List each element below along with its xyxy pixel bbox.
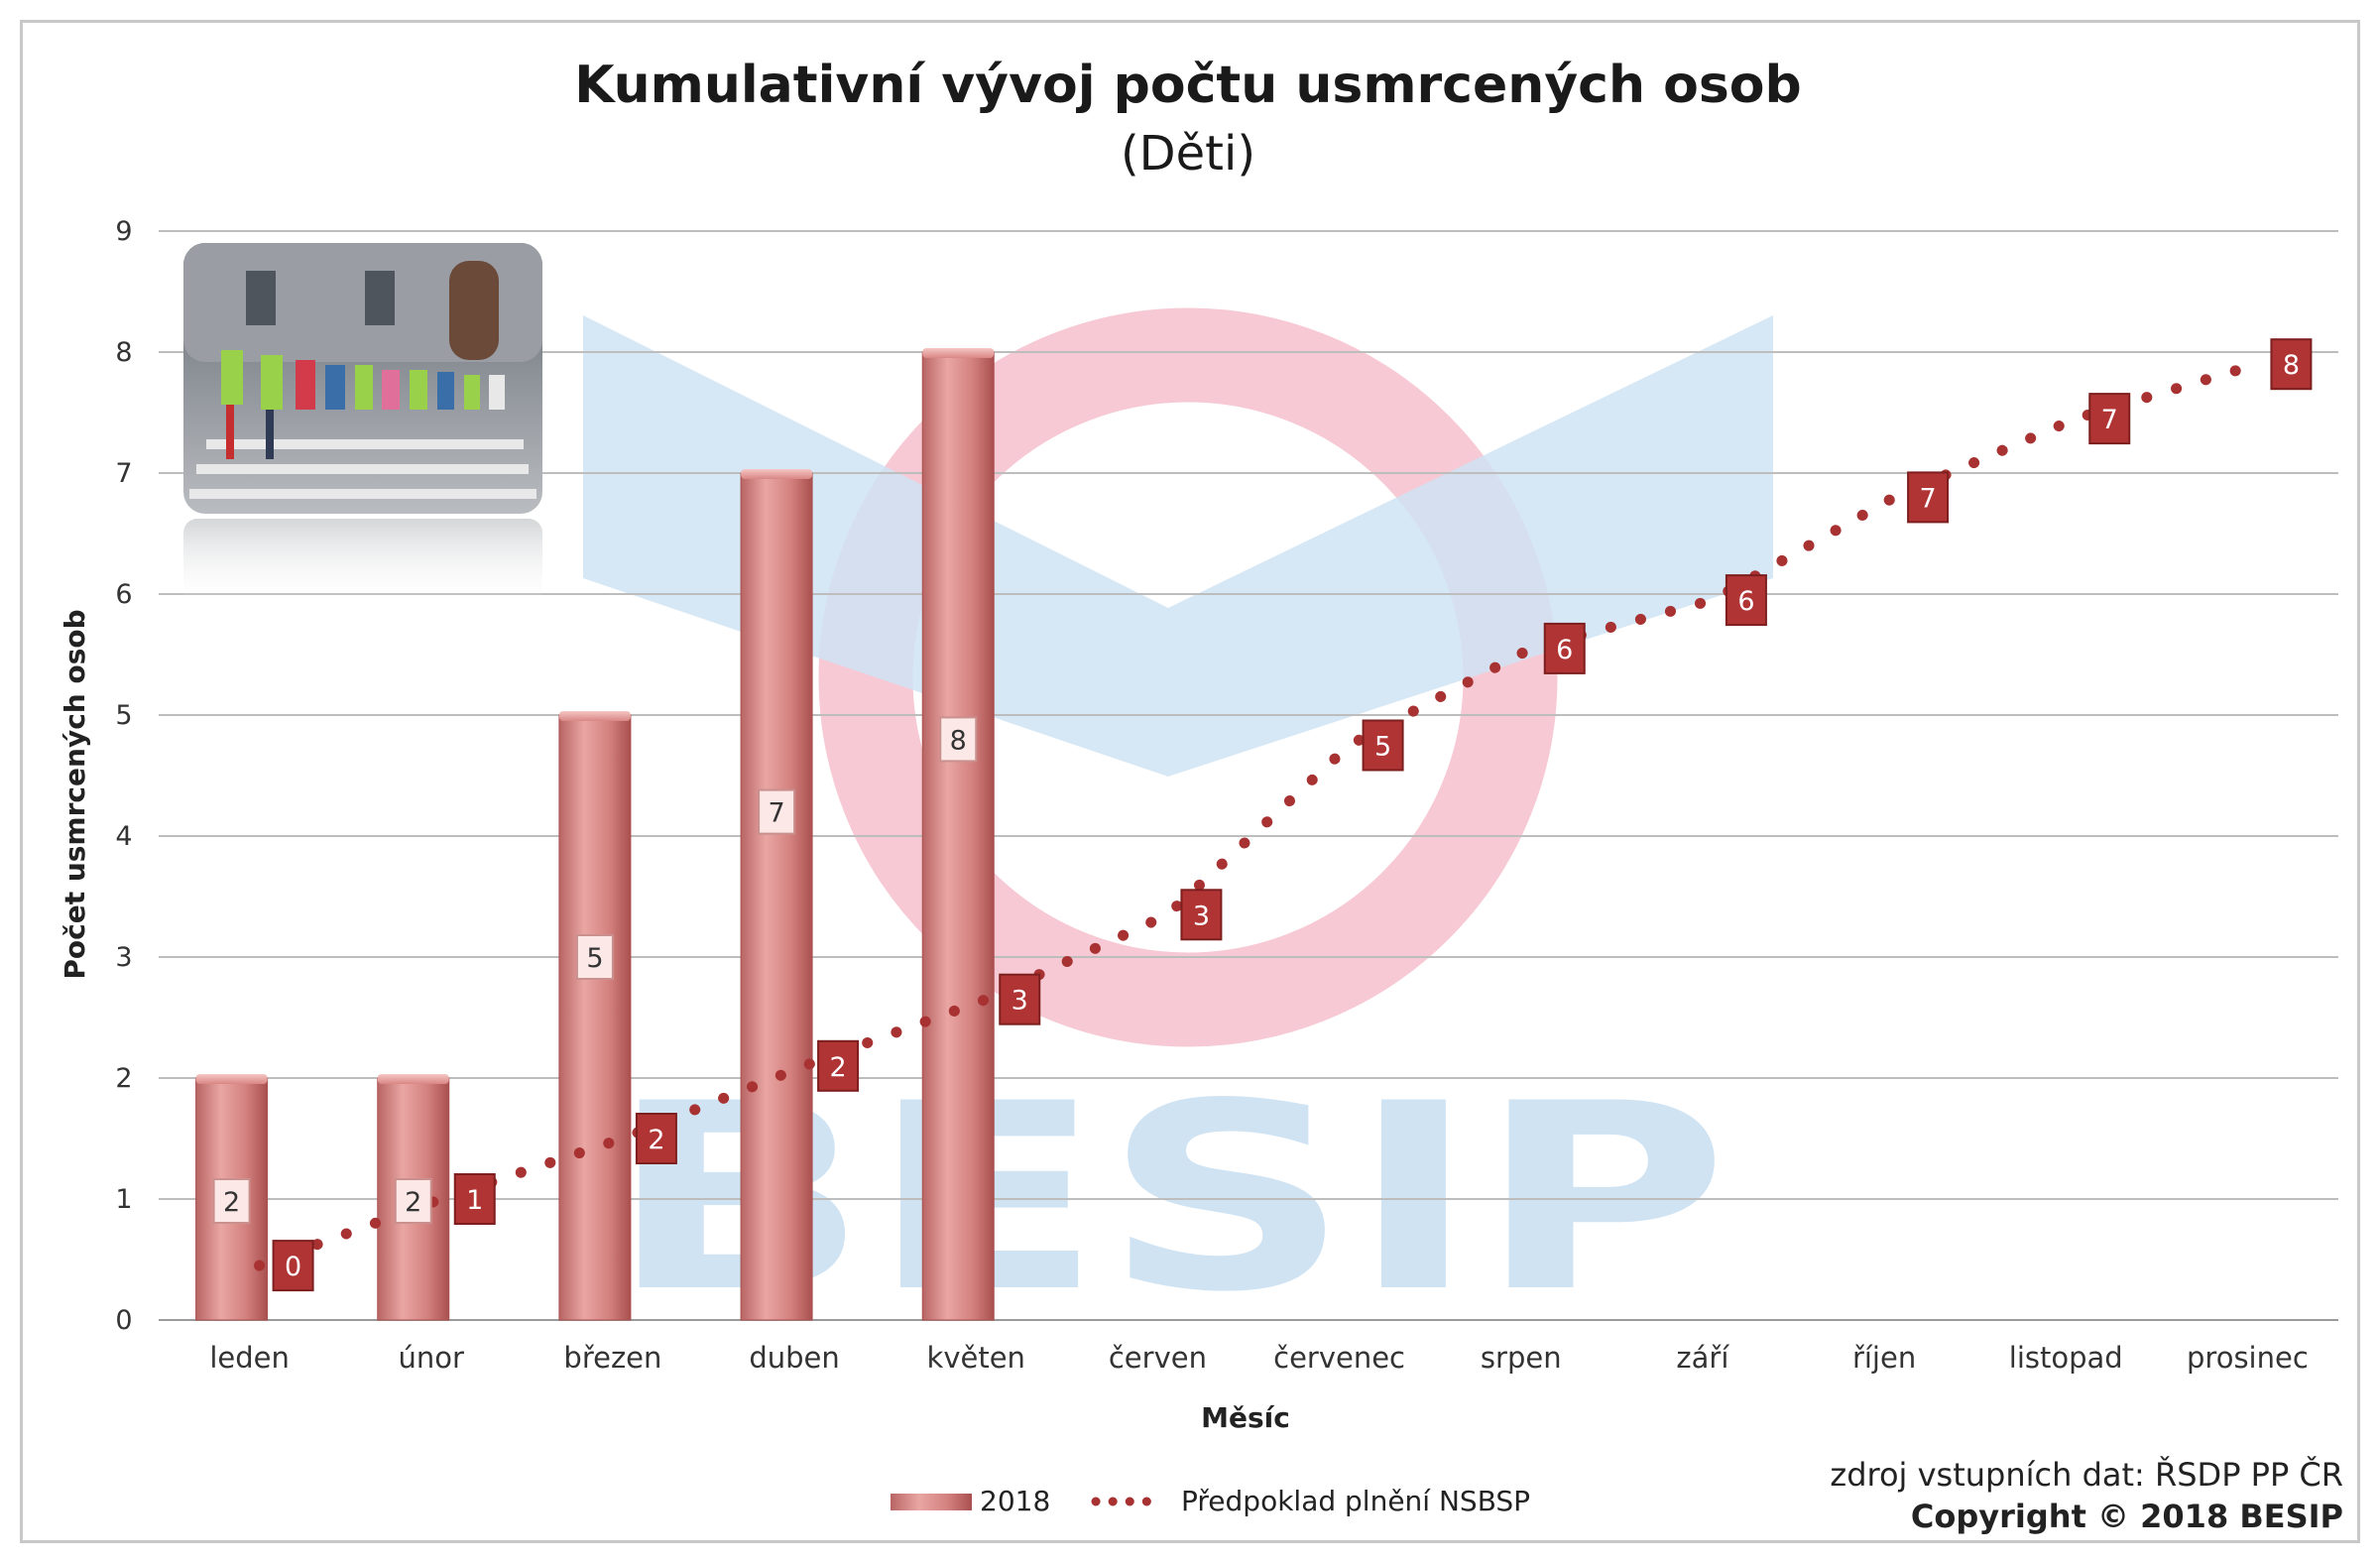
- bar-cap: [558, 711, 631, 721]
- line-label-box: [2270, 338, 2313, 391]
- line-label-box: [999, 973, 1041, 1025]
- photo-window: [246, 271, 276, 325]
- x-category-label: listopad: [2009, 1341, 2123, 1375]
- bar-cap: [195, 1074, 268, 1084]
- data-source: zdroj vstupních dat: ŘSDP PP ČR: [1830, 1455, 2343, 1494]
- photo-window: [365, 271, 395, 325]
- bar-data-label: 8: [950, 725, 967, 756]
- line-data-labels: 0 1 2 2 3 3 5 6 6 7 7 8: [272, 338, 2313, 1292]
- legend-line-label: Předpoklad plnění NSBSP: [1181, 1485, 1530, 1517]
- watermark-chevron: [583, 315, 1773, 777]
- line-label-box: [1180, 889, 1223, 941]
- line-data-label: 8: [2283, 350, 2300, 381]
- line-data-label: 7: [2101, 405, 2118, 435]
- chart-subtitle: (Děti): [1121, 126, 1255, 181]
- line-data-label: 0: [285, 1252, 301, 1282]
- bar: [921, 351, 995, 1321]
- line-data-label: 7: [1919, 483, 1936, 514]
- x-category-label: únor: [399, 1341, 465, 1375]
- y-tick-label: 3: [115, 942, 132, 973]
- y-tick-label: 0: [115, 1305, 132, 1336]
- bar-data-label: 7: [768, 798, 784, 829]
- line-label-box: [817, 1039, 860, 1092]
- photo-children: [221, 350, 505, 459]
- x-category-label: květen: [927, 1341, 1025, 1375]
- line-label-box: [635, 1113, 677, 1164]
- bars-2018: [195, 348, 995, 1321]
- line-label-box: [1725, 574, 1767, 627]
- line-label-box: [1543, 622, 1586, 674]
- bar-data-labels: 2 2 5 7 8: [212, 716, 978, 1224]
- photo-crosswalk: [189, 439, 536, 499]
- bar-data-label: 5: [586, 943, 603, 974]
- x-category-label: srpen: [1481, 1341, 1562, 1375]
- bar-data-label: 2: [405, 1187, 421, 1218]
- line-data-label: 1: [466, 1185, 483, 1216]
- x-category-label: duben: [749, 1341, 839, 1375]
- line-data-label: 2: [829, 1052, 846, 1083]
- line-label-box: [272, 1240, 314, 1292]
- line-data-label: 2: [648, 1125, 664, 1155]
- legend: 2018 Předpoklad plnění NSBSP: [891, 1485, 1530, 1517]
- bar-label-box: [575, 934, 614, 980]
- y-tick-label: 6: [115, 579, 132, 610]
- y-tick-label: 2: [115, 1063, 132, 1094]
- bar-data-label: 2: [223, 1187, 240, 1218]
- y-tick-label: 1: [115, 1184, 132, 1215]
- x-category-label: březen: [563, 1341, 661, 1375]
- y-tick-label: 8: [115, 337, 132, 368]
- legend-bar-swatch: [891, 1494, 972, 1510]
- line-data-label: 3: [1193, 901, 1210, 931]
- line-data-label: 6: [1556, 635, 1573, 665]
- y-tick-label: 5: [115, 700, 132, 731]
- line-data-label: 5: [1374, 732, 1391, 763]
- bar-label-box: [212, 1178, 251, 1224]
- bar: [558, 714, 632, 1321]
- line-label-box: [1907, 471, 1950, 524]
- bar-label-box: [939, 716, 978, 763]
- y-tick-label: 9: [115, 216, 132, 247]
- photo-door: [449, 261, 499, 360]
- y-tick-label: 7: [115, 458, 132, 489]
- bar-cap: [922, 348, 995, 358]
- x-category-label: září: [1676, 1341, 1729, 1375]
- chart-frame: BESIP Kumulativní vývoj počtu usmrcených…: [20, 20, 2360, 1543]
- line-data-label: 6: [1737, 586, 1754, 617]
- bar-label-box: [394, 1178, 432, 1224]
- line-label-box: [453, 1173, 496, 1225]
- x-category-label: říjen: [1852, 1341, 1916, 1375]
- line-label-box: [1362, 719, 1404, 772]
- x-category-label: červen: [1109, 1341, 1207, 1375]
- bar-cap: [377, 1074, 449, 1084]
- x-axis-title: Měsíc: [1201, 1401, 1290, 1434]
- x-axis-categories: leden únor březen duben květen červen červenec…: [209, 1341, 2308, 1375]
- y-axis-ticks: 0 1 2 3 4 5 6 7 8 9: [115, 216, 132, 1336]
- line-data-label: 3: [1012, 986, 1028, 1017]
- bar-label-box: [758, 788, 796, 835]
- line-label-box: [2088, 393, 2131, 445]
- x-category-label: leden: [209, 1341, 290, 1375]
- legend-bar-label: 2018: [980, 1485, 1050, 1517]
- children-crossing-photo: [183, 243, 542, 608]
- chart: BESIP Kumulativní vývoj počtu usmrcených…: [59, 56, 2343, 1535]
- watermark-ring: [818, 307, 1558, 1047]
- y-axis-title: Počet usmrcených osob: [59, 609, 91, 979]
- copyright: Copyright © 2018 BESIP: [1911, 1498, 2343, 1535]
- y-tick-label: 4: [115, 821, 132, 852]
- x-category-label: prosinec: [2187, 1341, 2309, 1375]
- x-category-label: červenec: [1273, 1341, 1405, 1375]
- bar: [740, 472, 813, 1321]
- bar-cap: [741, 469, 813, 479]
- chart-title: Kumulativní vývoj počtu usmrcených osob: [574, 56, 1802, 115]
- photo-reflection: [183, 519, 542, 608]
